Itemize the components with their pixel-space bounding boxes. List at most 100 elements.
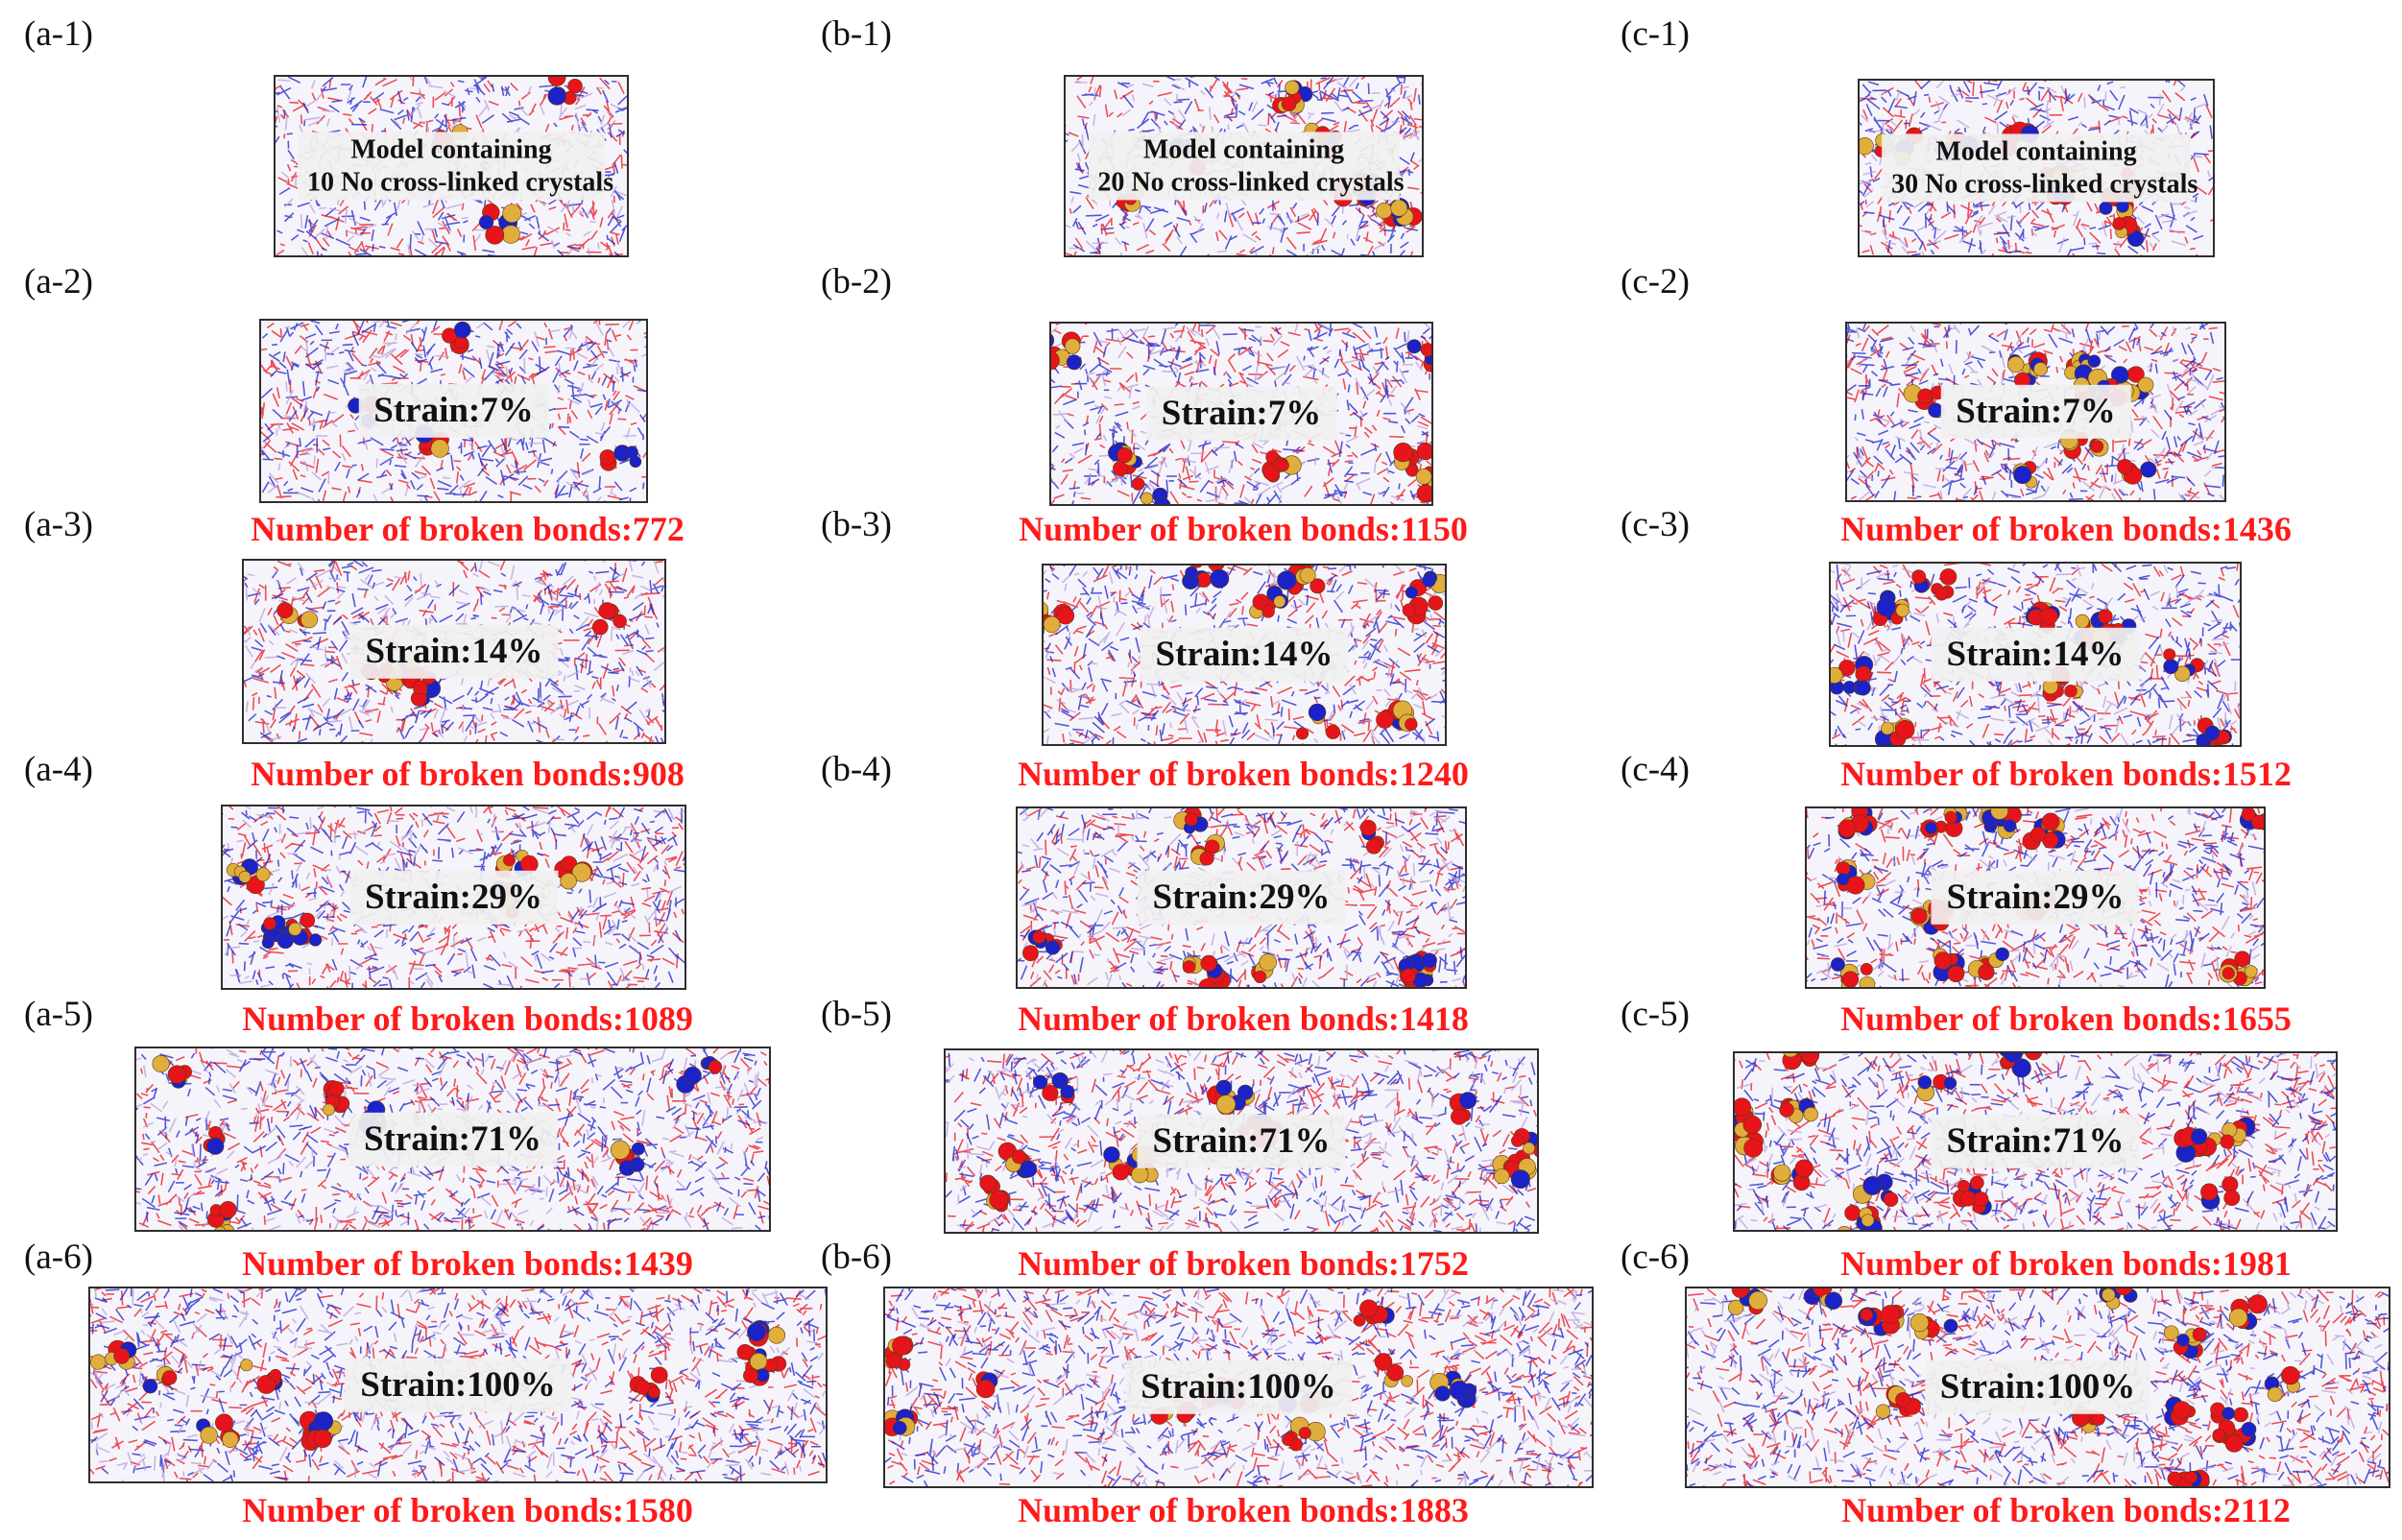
crystal-atom: [1189, 565, 1203, 568]
crystal-atom: [631, 1142, 645, 1156]
simulation-box: Strain:100%: [883, 1287, 1594, 1488]
crystal-atom: [1859, 975, 1876, 987]
crystal-atom: [1353, 1314, 1366, 1327]
crystal-atom: [613, 614, 627, 629]
crystal-atom: [1947, 965, 1965, 983]
crystal-atom: [2098, 609, 2113, 624]
crystal-atom: [2126, 229, 2145, 247]
crystal-atom: [2233, 1407, 2248, 1423]
crystal-atom: [743, 1367, 758, 1384]
crystal-atom: [1860, 137, 1874, 156]
panel-label: (c-6): [1621, 1238, 1690, 1277]
crystal-atom: [2184, 1471, 2198, 1484]
crystal-atom: [1376, 202, 1393, 219]
model-caption: Model containing 10 No cross-linked cryst…: [297, 132, 613, 201]
crystal-atom: [1325, 724, 1341, 739]
crystal-atom: [1261, 605, 1275, 618]
crystal-atom: [1117, 447, 1133, 464]
crystal-atom: [2041, 812, 2060, 831]
crystal-atom: [1969, 1175, 1984, 1191]
crystal-atom: [1374, 1353, 1393, 1371]
crystal-atom: [1415, 469, 1431, 485]
model-caption-line: 20 No cross-linked crystals: [1097, 167, 1405, 197]
crystal-atom: [979, 1174, 997, 1191]
crystal-atom: [1044, 627, 1045, 635]
crystal-atom: [635, 1380, 651, 1395]
crystal-atom: [2212, 1428, 2225, 1442]
strain-caption: Strain:14%: [1931, 627, 2140, 682]
crystal-atom: [1393, 443, 1413, 463]
crystal-atom: [767, 1326, 786, 1344]
crystal-atom: [2011, 1058, 2031, 1078]
crystal-atom: [1416, 443, 1431, 461]
crystal-atom: [328, 1081, 345, 1096]
crystal-atom: [2241, 808, 2256, 822]
crystal-atom: [1044, 602, 1049, 618]
molecular-model-render: [946, 1050, 1537, 1232]
strain-caption: Strain:7%: [1145, 386, 1337, 442]
simulation-box: Strain:14%: [1042, 564, 1447, 746]
crystal-atom: [1064, 338, 1081, 354]
crystal-atom: [1185, 565, 1198, 580]
crystal-atom: [1995, 947, 2009, 961]
crystal-atom: [2140, 461, 2157, 478]
crystal-atom: [1420, 343, 1431, 357]
crystal-atom: [1735, 1097, 1751, 1117]
crystal-atom: [1881, 721, 1894, 735]
crystal-atom: [2099, 201, 2113, 215]
crystal-atom: [1837, 1226, 1852, 1230]
panel-label: (c-5): [1621, 995, 1690, 1034]
crystal-atom: [1838, 660, 1856, 677]
crystal-atom: [1405, 586, 1418, 599]
panel-label: (b-5): [821, 995, 892, 1034]
crystal-atom: [1237, 1084, 1254, 1100]
crystal-atom: [1743, 1138, 1764, 1158]
crystal-atom: [2192, 1327, 2207, 1342]
crystal-atom: [1803, 1106, 1819, 1122]
crystal-atom: [892, 1335, 912, 1356]
strain-caption: Strain:71%: [1137, 1114, 1346, 1168]
crystal-atom: [478, 214, 494, 229]
crystal-atom: [215, 1413, 233, 1432]
crystal-atom: [2112, 217, 2126, 230]
panel-label: (a-3): [24, 505, 93, 544]
crystal-atom: [1731, 1288, 1750, 1298]
panel-label: (c-1): [1621, 14, 1690, 54]
crystal-atom: [1282, 1433, 1295, 1447]
crystal-atom: [560, 873, 577, 890]
crystal-atom: [1259, 953, 1277, 972]
crystal-atom: [2222, 1407, 2235, 1420]
crystal-atom: [1277, 459, 1289, 471]
simulation-box: Model containing 30 No cross-linked cryst…: [1858, 79, 2215, 257]
strain-caption: Strain:29%: [1931, 870, 2140, 926]
crystal-atom: [1944, 810, 1958, 824]
polymer-bond-network: [261, 321, 646, 501]
crystal-atom: [1402, 603, 1417, 617]
crystal-atom: [313, 1411, 334, 1432]
crystal-atom: [1112, 1164, 1130, 1181]
crystal-atom: [2222, 1176, 2239, 1193]
crystal-atom: [1066, 354, 1082, 371]
model-caption-line: 30 No cross-linked crystals: [1891, 169, 2198, 199]
crystal-atom: [599, 449, 616, 466]
crystal-atom: [1910, 1312, 1930, 1333]
crystal-atom: [219, 1201, 237, 1218]
crystal-atom: [1359, 1299, 1379, 1318]
crystal-atom: [650, 1366, 668, 1384]
crystal-atom: [1103, 1146, 1120, 1164]
crystal-atom: [2200, 1183, 2219, 1201]
crystal-atom: [501, 225, 520, 244]
crystal-atom: [2087, 354, 2102, 368]
crystal-atom: [2224, 1434, 2244, 1453]
crystal-atom: [1838, 819, 1857, 838]
crystal-atom: [2102, 1288, 2116, 1302]
crystal-atom: [1299, 566, 1316, 584]
broken-bonds-count: Number of broken bonds:1981: [1840, 1244, 2292, 1283]
molecular-model-render: [1735, 1053, 2336, 1230]
crystal-atom: [1861, 1214, 1875, 1227]
crystal-atom: [1405, 717, 1418, 732]
broken-bonds-count: Number of broken bonds:1883: [1018, 1491, 1469, 1529]
crystal-atom: [547, 86, 566, 106]
broken-bonds-count: Number of broken bonds:1418: [1018, 999, 1469, 1038]
